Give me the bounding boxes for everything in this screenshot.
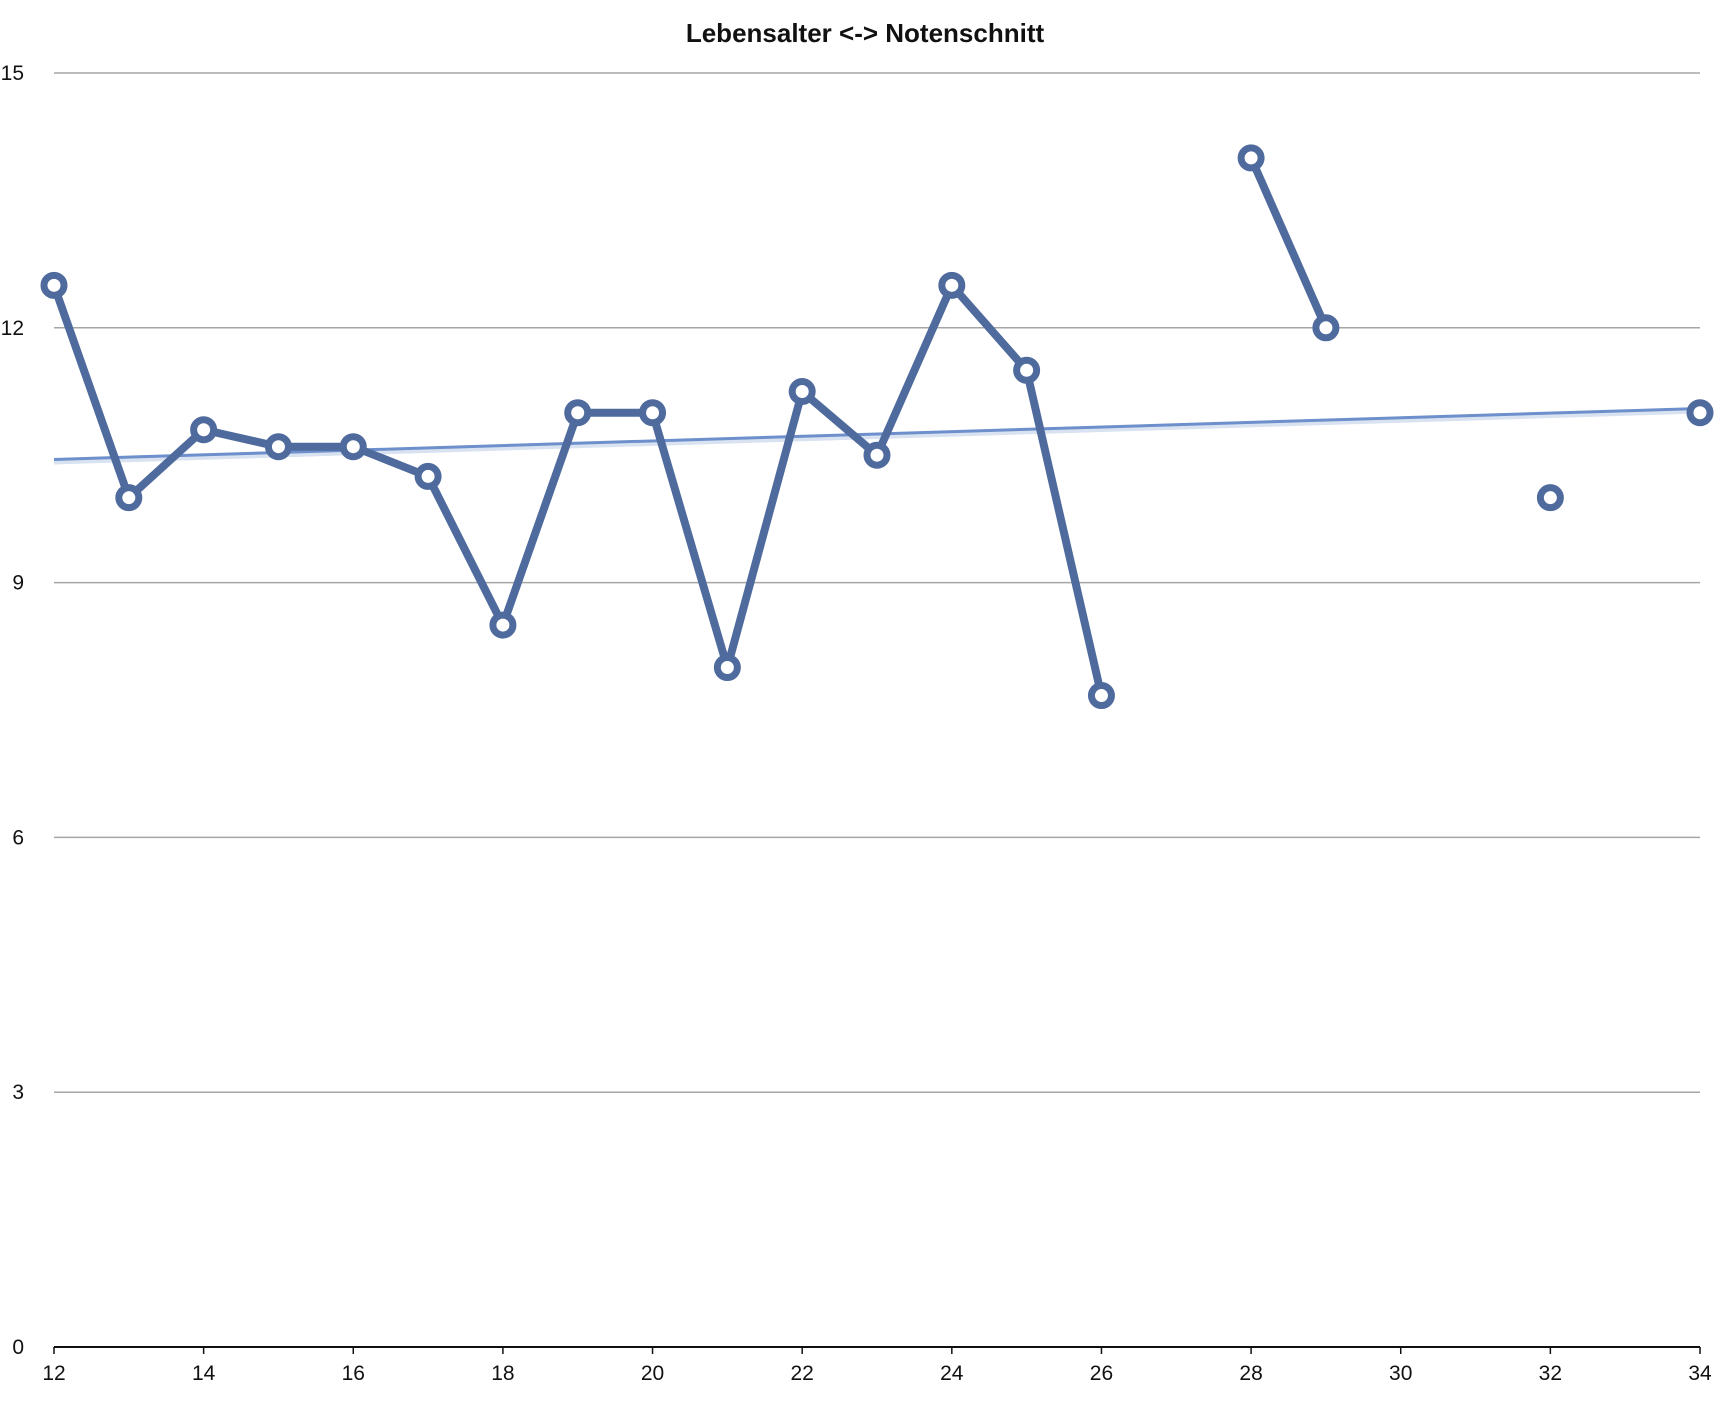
data-point xyxy=(863,441,891,469)
x-tick-label: 32 xyxy=(1539,1362,1562,1385)
data-point xyxy=(339,433,367,461)
data-point xyxy=(1686,399,1714,427)
y-tick-label: 9 xyxy=(12,572,24,595)
chart-title: Lebensalter <-> Notenschnitt xyxy=(685,18,1045,48)
x-tick-label: 24 xyxy=(940,1362,964,1385)
data-point xyxy=(264,433,292,461)
data-point xyxy=(190,416,218,444)
trendline xyxy=(53,406,1701,461)
data-point xyxy=(788,378,816,405)
x-tick-label: 28 xyxy=(1239,1362,1262,1385)
data-point xyxy=(1013,356,1041,384)
x-tick-label: 34 xyxy=(1688,1362,1712,1385)
data-point xyxy=(1312,314,1340,342)
y-tick-label: 15 xyxy=(1,62,24,85)
y-tick-label: 6 xyxy=(12,826,24,849)
x-tick-label: 22 xyxy=(791,1362,814,1385)
data-point xyxy=(115,484,143,512)
y-tick-label: 12 xyxy=(1,317,24,340)
y-tick-label: 0 xyxy=(12,1336,24,1359)
data-point xyxy=(1536,484,1564,512)
x-tick-label: 20 xyxy=(641,1362,664,1385)
series-line-segment xyxy=(1247,153,1330,332)
data-point xyxy=(713,654,741,682)
y-tick-label: 3 xyxy=(12,1081,24,1104)
data-point xyxy=(564,399,592,427)
x-tick-label: 18 xyxy=(491,1362,514,1385)
data-point xyxy=(414,462,442,490)
data-point xyxy=(938,271,966,299)
x-tick-label: 30 xyxy=(1389,1362,1412,1385)
x-tick-label: 26 xyxy=(1090,1362,1113,1385)
trendline-shadow xyxy=(53,409,1701,465)
data-point xyxy=(639,399,667,427)
x-tick-label: 16 xyxy=(342,1362,365,1385)
x-tick-label: 14 xyxy=(192,1362,216,1385)
data-point xyxy=(40,271,68,299)
data-point xyxy=(1087,682,1115,710)
series-line-segment xyxy=(50,281,1106,700)
x-tick-label: 12 xyxy=(42,1362,65,1385)
data-point xyxy=(1237,144,1265,172)
data-point xyxy=(489,611,517,639)
